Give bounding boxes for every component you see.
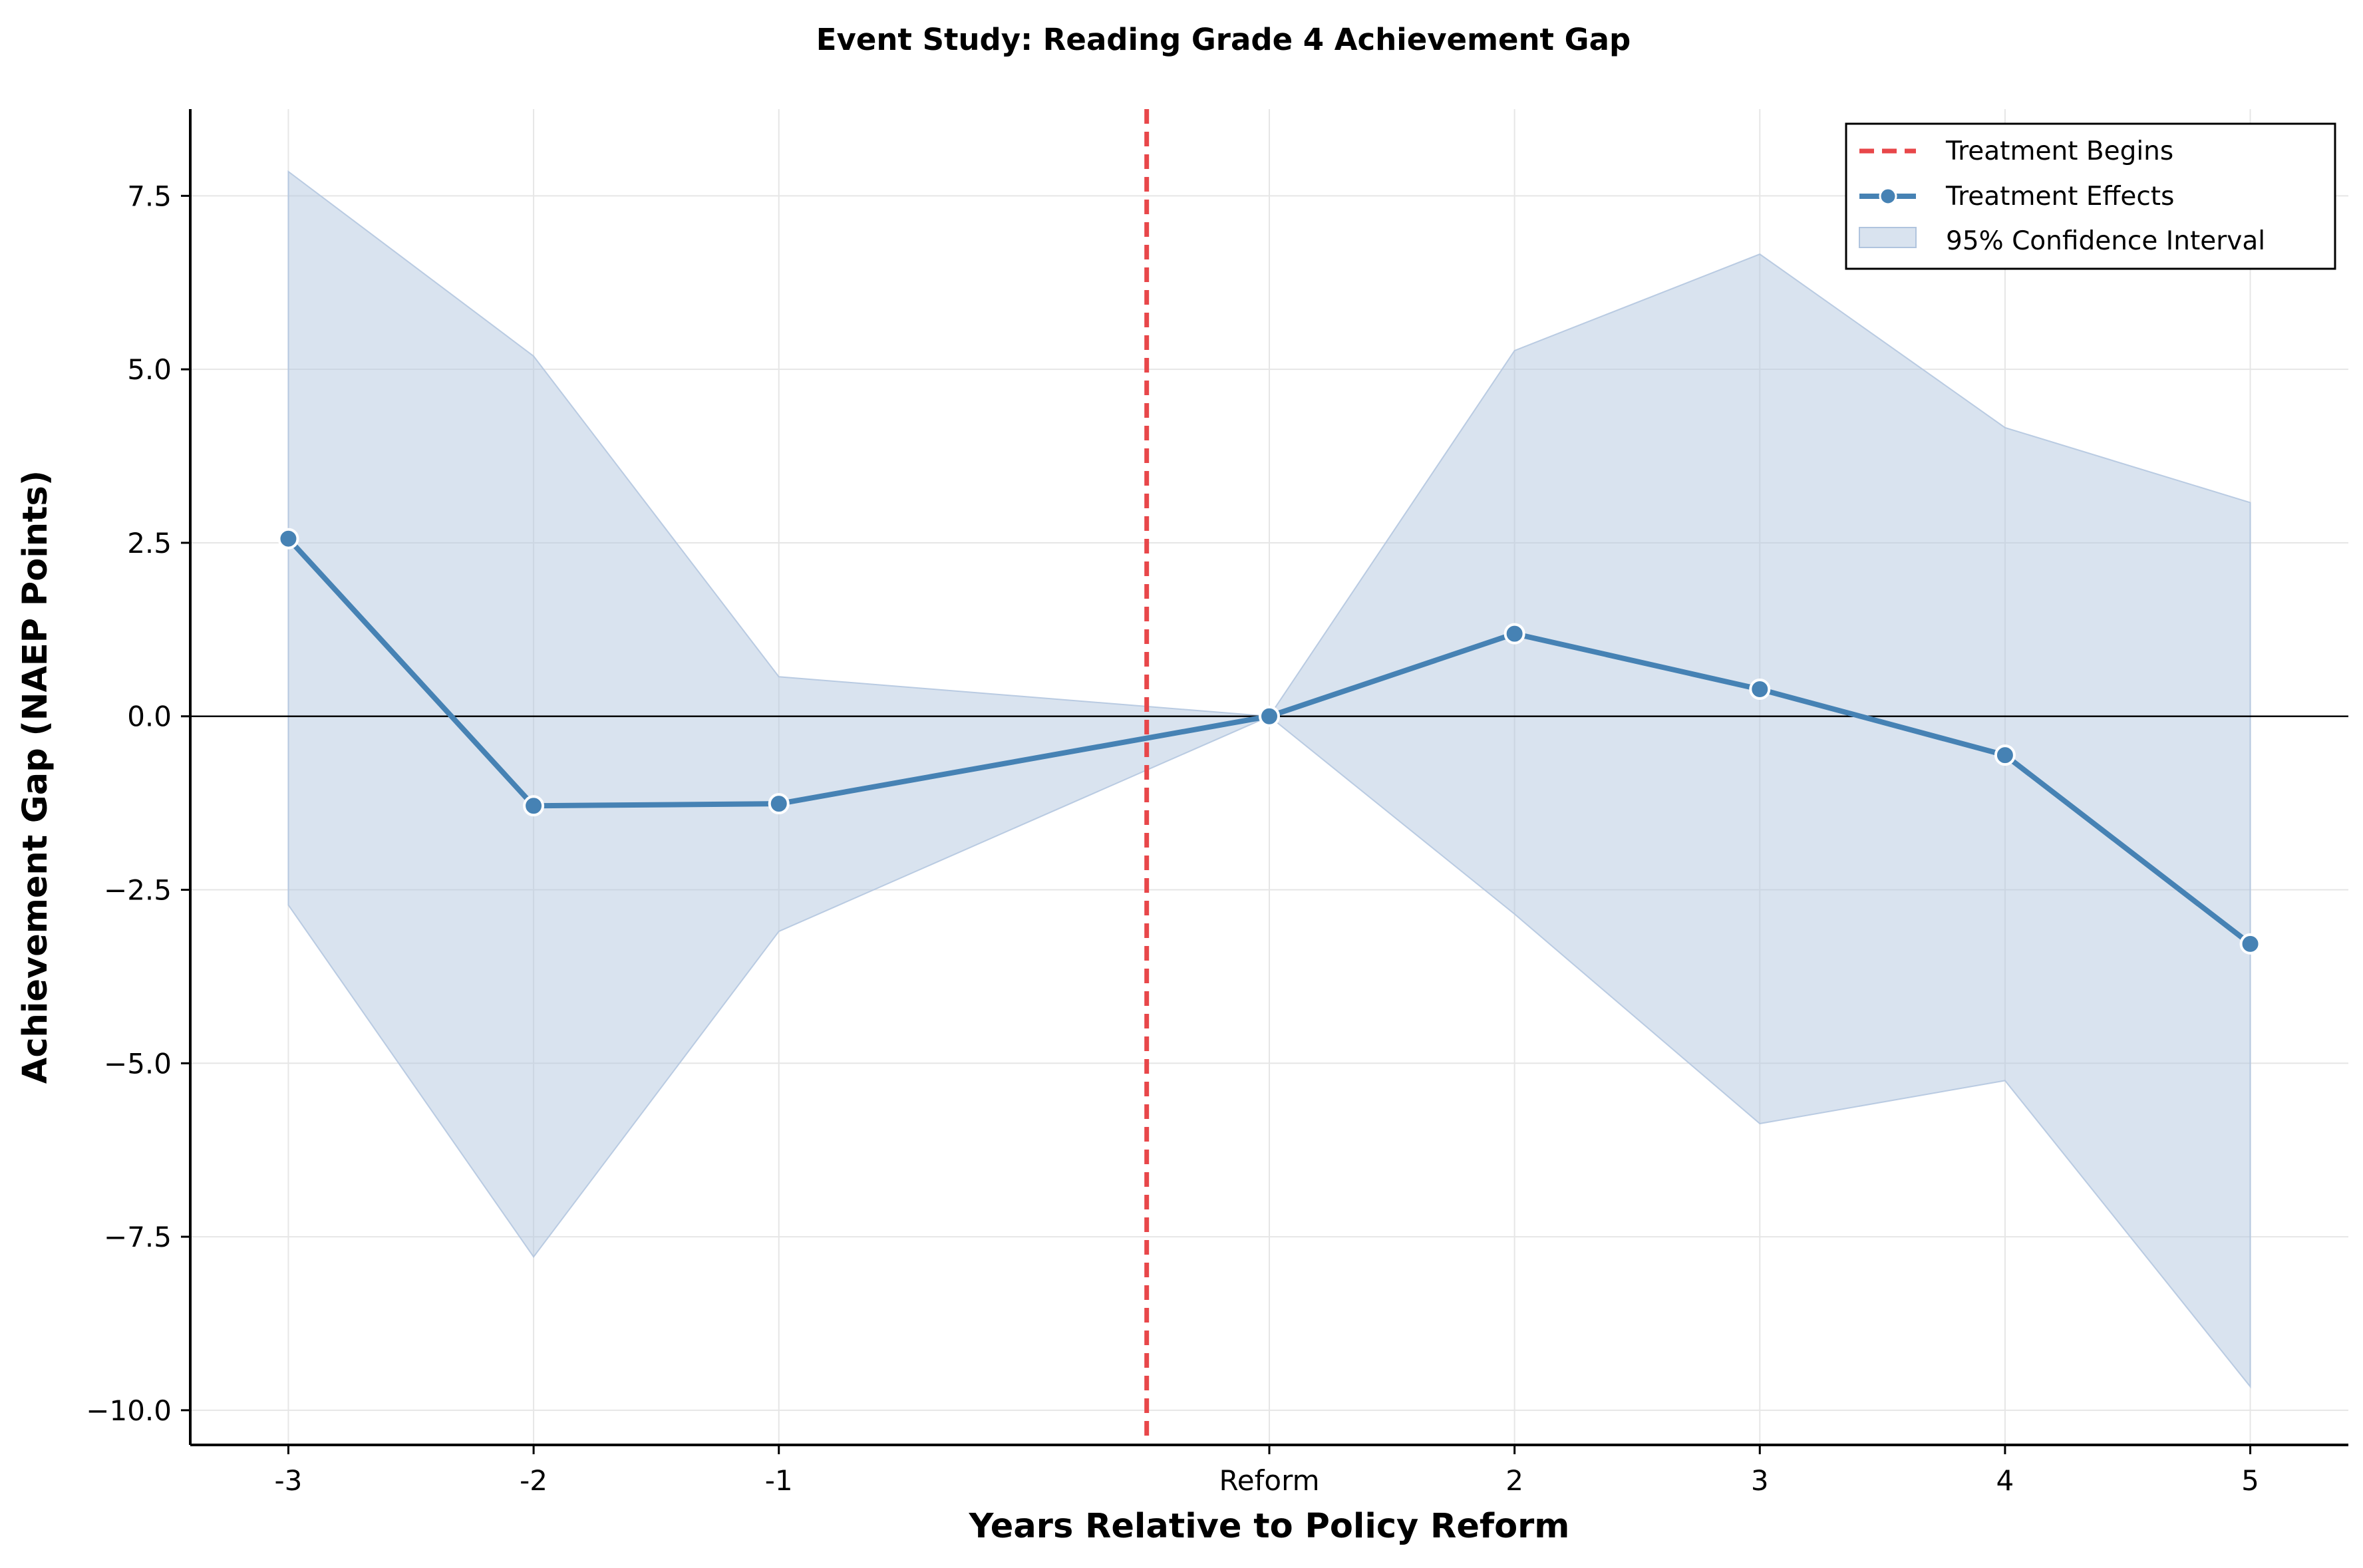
x-tick-label: -2 (520, 1464, 548, 1497)
y-tick-label: 7.5 (127, 180, 172, 212)
x-tick-label: -3 (275, 1464, 303, 1497)
legend-label-treatment-effects: Treatment Effects (1945, 182, 2174, 212)
data-point (277, 528, 299, 549)
legend-confidence-interval-swatch (1859, 227, 1917, 248)
data-point (1503, 623, 1525, 645)
x-tick-label: 2 (1505, 1464, 1523, 1497)
y-tick-label: 0.0 (127, 701, 172, 733)
y-tick-label: −7.5 (104, 1221, 172, 1253)
y-tick-label: −10.0 (86, 1394, 172, 1427)
legend-treatment-effects-marker (1879, 187, 1897, 206)
legend-label-confidence-interval: 95% Confidence Interval (1946, 226, 2265, 256)
y-tick-label: −2.5 (104, 874, 172, 907)
chart-title: Event Study: Reading Grade 4 Achievement… (816, 22, 1631, 57)
x-tick-label: 5 (2241, 1464, 2259, 1497)
x-tick-label: 4 (1996, 1464, 2014, 1497)
y-tick-label: −5.0 (104, 1047, 172, 1080)
x-tick-label: -1 (765, 1464, 793, 1497)
y-tick-label: 5.0 (127, 353, 172, 386)
x-tick-label: Reform (1219, 1464, 1319, 1497)
data-point (523, 795, 545, 817)
x-tick-label: 3 (1751, 1464, 1769, 1497)
confidence-interval-band (287, 170, 2251, 1389)
x-axis-label: Years Relative to Policy Reform (969, 1507, 1570, 1546)
data-point (1259, 705, 1280, 727)
y-axis-label: Achievement Gap (NAEP Points) (16, 470, 55, 1084)
data-point (2239, 933, 2261, 955)
data-point (1749, 679, 1771, 701)
treatment-effects-line (285, 536, 2253, 947)
legend-frame (1845, 122, 2336, 270)
legend: Treatment Begins Treatment Effects 95% C… (1845, 122, 2336, 270)
legend-label-treatment-begins: Treatment Begins (1945, 136, 2173, 166)
y-tick-label: 2.5 (127, 527, 172, 559)
data-point (768, 793, 790, 815)
data-point (1994, 744, 2016, 766)
